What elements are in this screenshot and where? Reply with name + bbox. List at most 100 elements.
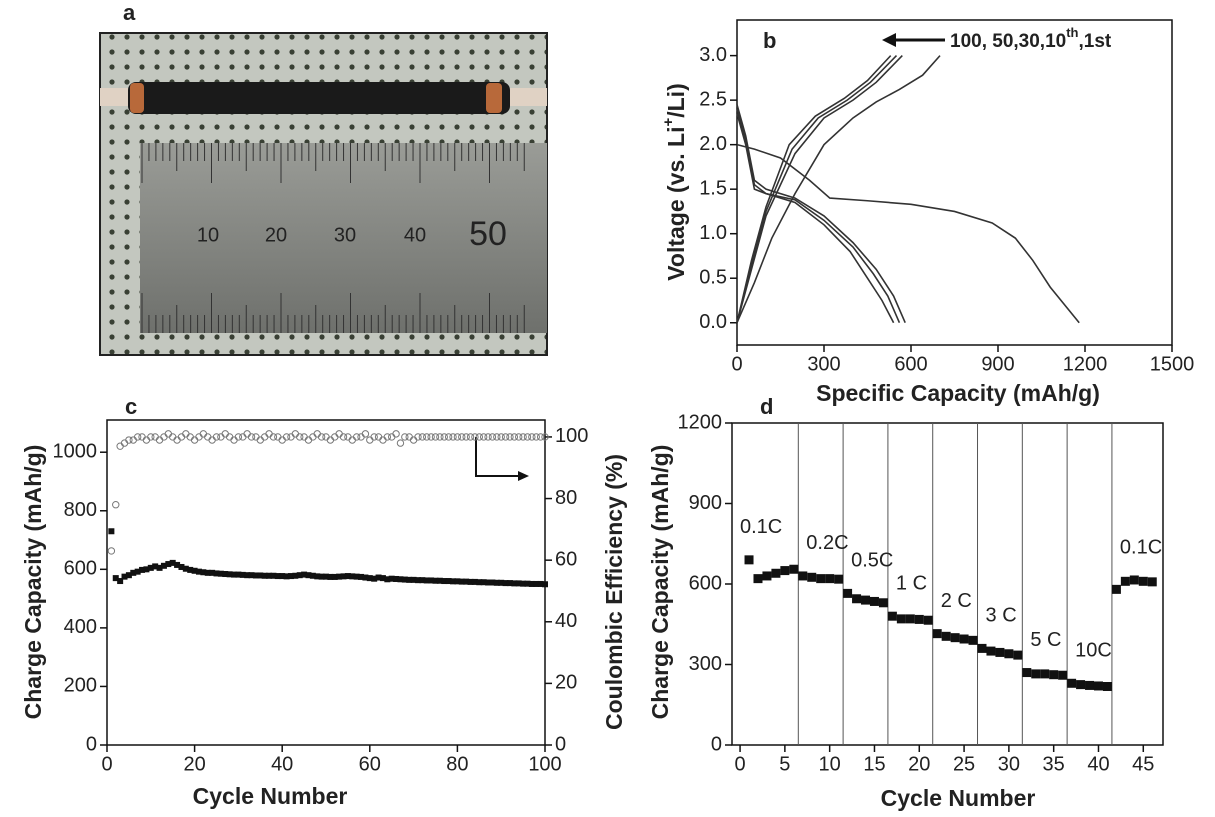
point xyxy=(536,433,545,441)
point xyxy=(484,433,492,441)
point xyxy=(151,433,159,441)
point xyxy=(300,433,308,441)
y-tick-label: 3.0 xyxy=(699,44,727,66)
point xyxy=(239,571,246,578)
point xyxy=(270,572,277,579)
point xyxy=(155,436,164,444)
point xyxy=(506,433,514,441)
y-axis-title: Charge Capacity (mAh/g) xyxy=(20,445,46,720)
point xyxy=(511,580,518,587)
x-axis-title: Cycle Number xyxy=(881,785,1036,811)
point xyxy=(173,436,181,444)
point xyxy=(950,633,960,643)
curve xyxy=(736,108,901,324)
point xyxy=(453,433,462,441)
point xyxy=(414,433,422,441)
point xyxy=(195,433,203,441)
point xyxy=(762,571,772,581)
point xyxy=(213,570,220,577)
point xyxy=(493,579,500,586)
point xyxy=(519,433,527,441)
point xyxy=(244,572,251,579)
point xyxy=(187,566,194,573)
copper-end xyxy=(486,83,502,113)
point xyxy=(409,436,418,444)
y-tick-label: 1.5 xyxy=(699,177,727,199)
copper-end xyxy=(130,83,144,113)
point xyxy=(458,433,466,441)
point xyxy=(247,433,256,441)
point xyxy=(541,433,549,441)
point xyxy=(352,433,361,441)
point xyxy=(414,577,421,584)
point xyxy=(379,436,387,444)
point xyxy=(191,567,198,574)
y-tick-label: 200 xyxy=(64,675,97,697)
point xyxy=(282,433,291,441)
point xyxy=(142,436,151,444)
ruler-label: 40 xyxy=(404,224,426,246)
point xyxy=(501,433,510,441)
point xyxy=(358,573,365,580)
point xyxy=(532,433,540,441)
point xyxy=(129,436,137,444)
point xyxy=(133,433,142,441)
point xyxy=(384,576,391,583)
y-title-part: Voltage (vs. Li xyxy=(663,127,689,281)
point xyxy=(366,575,373,582)
point xyxy=(318,573,325,580)
point xyxy=(476,579,483,586)
point xyxy=(252,433,260,441)
point xyxy=(169,433,177,441)
point xyxy=(887,611,897,621)
point xyxy=(291,430,300,438)
annotation-part: 100, 50,30,10 xyxy=(950,31,1066,52)
y-axis-title: Voltage (vs. Li+/Li) xyxy=(660,83,689,280)
y-tick-label: 0.5 xyxy=(699,267,727,289)
point xyxy=(401,433,409,441)
point xyxy=(428,577,435,584)
point xyxy=(130,569,137,576)
y-tick-label: 800 xyxy=(64,499,97,521)
annotation-arrowhead xyxy=(882,33,896,47)
rate-label: 0.2C xyxy=(806,532,848,554)
point xyxy=(843,588,853,598)
point xyxy=(199,430,208,438)
point xyxy=(537,580,544,587)
point xyxy=(279,573,286,580)
point xyxy=(340,573,347,580)
y-tick-label: 1000 xyxy=(53,440,98,462)
point xyxy=(221,430,229,438)
point xyxy=(1067,678,1077,688)
point xyxy=(374,433,383,441)
point xyxy=(169,559,176,566)
point xyxy=(807,572,817,582)
point xyxy=(986,646,996,656)
point xyxy=(139,566,146,573)
point xyxy=(121,573,128,580)
point xyxy=(405,433,413,441)
point xyxy=(266,572,273,579)
point xyxy=(510,433,519,441)
point xyxy=(941,631,951,641)
rate-label: 0.1C xyxy=(740,516,782,538)
axis-hint-arrowhead xyxy=(518,471,529,481)
point xyxy=(493,433,501,441)
point xyxy=(165,561,172,568)
point xyxy=(217,433,225,441)
point xyxy=(523,433,532,441)
x-tick-label: 0 xyxy=(731,353,742,375)
point xyxy=(309,433,317,441)
point xyxy=(427,433,435,441)
rate-label: 5 C xyxy=(1030,629,1061,651)
point xyxy=(798,571,808,581)
point xyxy=(107,547,116,555)
x-tick-label: 20 xyxy=(908,753,930,775)
point xyxy=(449,433,457,441)
y-tick-label: 900 xyxy=(689,492,722,514)
y-tick-label: 0.0 xyxy=(699,311,727,333)
rate-label: 0.1C xyxy=(1120,536,1162,558)
point xyxy=(441,578,448,585)
point xyxy=(134,568,141,575)
y-tick-label: 1.0 xyxy=(699,222,727,244)
